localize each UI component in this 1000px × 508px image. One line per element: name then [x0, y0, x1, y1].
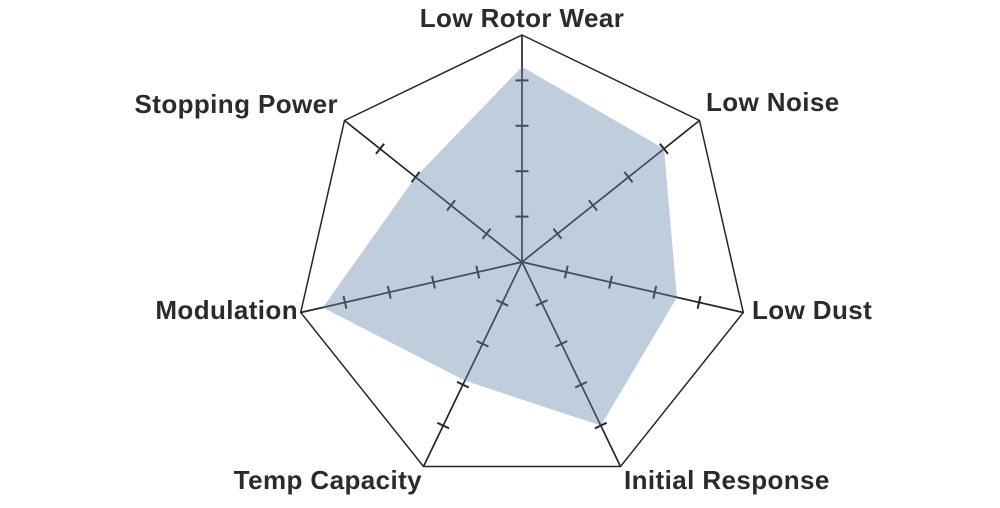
radar-tick [410, 171, 421, 183]
radar-tick [555, 340, 568, 348]
radar-spoke [521, 261, 744, 314]
radar-outline-ring [299, 34, 745, 468]
radar-spoke [422, 261, 523, 467]
radar-tick [574, 380, 588, 389]
radar-tick [436, 421, 450, 430]
radar-tick [608, 275, 613, 289]
axis-label-modulation: Modulation [155, 295, 298, 325]
radar-tick [588, 199, 598, 212]
radar-tick [594, 421, 608, 430]
axis-label-initial-response: Initial Response [624, 465, 830, 495]
radar-tick [446, 199, 456, 212]
axis-label-low-rotor-wear: Low Rotor Wear [419, 3, 625, 33]
radar-spoke [521, 119, 701, 263]
radar-tick [495, 299, 509, 307]
radar-spoke [521, 261, 622, 467]
radar-data-polygon [322, 66, 677, 426]
radar-tick [476, 340, 489, 348]
radar-axis-ticks [342, 79, 702, 430]
radar-tick [342, 295, 348, 309]
axis-label-low-noise: Low Noise [706, 87, 840, 117]
radar-spoke [343, 119, 523, 263]
axis-label-temp-capacity: Temp Capacity [233, 465, 422, 495]
radar-tick [481, 227, 492, 240]
radar-tick [696, 295, 702, 309]
axis-label-stopping-power: Stopping Power [134, 89, 338, 119]
radar-tick [475, 265, 481, 279]
radar-tick [623, 171, 634, 183]
radar-tick [456, 380, 470, 389]
radar-axes [300, 35, 744, 467]
radar-tick [659, 143, 669, 155]
radar-tick [552, 227, 563, 240]
radar-tick [386, 285, 392, 299]
radar-tick [652, 285, 658, 299]
radar-tick [535, 299, 549, 307]
axis-label-low-dust: Low Dust [752, 295, 873, 325]
radar-spoke [300, 261, 523, 314]
radar-tick [563, 265, 569, 279]
radar-tick [431, 275, 436, 289]
radar-tick [375, 143, 385, 155]
